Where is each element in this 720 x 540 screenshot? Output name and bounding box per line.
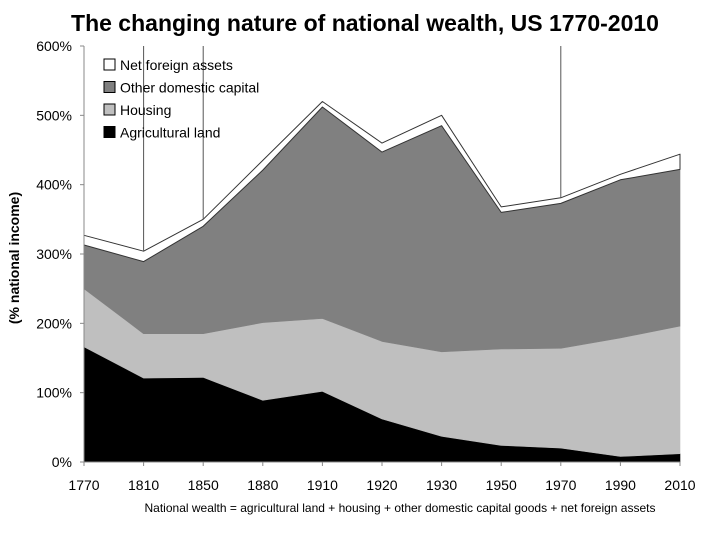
x-tick-label: 1810 bbox=[128, 477, 159, 493]
y-tick-label: 100% bbox=[36, 385, 72, 401]
y-tick-label: 400% bbox=[36, 177, 72, 193]
x-tick-label: 1770 bbox=[68, 477, 99, 493]
legend-swatch bbox=[103, 103, 116, 116]
y-tick-label: 0% bbox=[52, 454, 72, 470]
reference-lines bbox=[143, 46, 562, 252]
y-axis-label: (% national income) bbox=[6, 192, 22, 324]
legend-swatch bbox=[103, 58, 116, 71]
x-tick-label: 1910 bbox=[307, 477, 338, 493]
x-tick-labels: 1770 1810 1850 1880 1910 1920 1930 1950 1970 1990… bbox=[68, 462, 696, 493]
legend-item-net-foreign-assets: Net foreign assets bbox=[103, 57, 233, 73]
x-tick-label: 1850 bbox=[188, 477, 219, 493]
legend-item-other-domestic-capital: Other domestic capital bbox=[103, 80, 259, 96]
x-tick-label: 1930 bbox=[426, 477, 457, 493]
x-tick-label: 1970 bbox=[545, 477, 576, 493]
x-tick-label: 1990 bbox=[605, 477, 636, 493]
y-tick-label: 600% bbox=[36, 38, 72, 54]
y-tick-label: 200% bbox=[36, 315, 72, 331]
x-tick-label: 1920 bbox=[366, 477, 397, 493]
legend-label: Agricultural land bbox=[120, 125, 220, 141]
legend: Net foreign assets Other domestic capital… bbox=[103, 57, 259, 141]
legend-swatch bbox=[103, 81, 116, 93]
stacked-areas bbox=[83, 101, 681, 463]
legend-item-housing: Housing bbox=[103, 102, 171, 118]
legend-label: Net foreign assets bbox=[120, 57, 233, 73]
chart-footnote: National wealth = agricultural land + ho… bbox=[145, 501, 656, 515]
area-net-foreign-assets bbox=[83, 101, 681, 263]
legend-item-agricultural-land: Agricultural land bbox=[103, 125, 220, 141]
legend-label: Housing bbox=[120, 102, 171, 118]
y-tick-label: 300% bbox=[36, 246, 72, 262]
x-tick-label: 1950 bbox=[486, 477, 517, 493]
y-tick-labels: 0% 100% 200% 300% 400% 500% 600% bbox=[36, 38, 84, 470]
legend-label: Other domestic capital bbox=[120, 80, 259, 96]
x-tick-label: 1880 bbox=[247, 477, 278, 493]
chart-title: The changing nature of national wealth, … bbox=[71, 10, 659, 36]
x-tick-label: 2010 bbox=[664, 477, 695, 493]
y-tick-label: 500% bbox=[36, 107, 72, 123]
legend-swatch bbox=[103, 126, 116, 138]
